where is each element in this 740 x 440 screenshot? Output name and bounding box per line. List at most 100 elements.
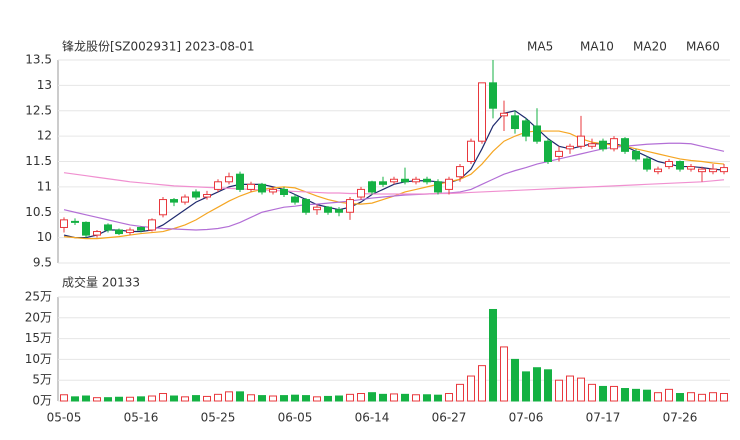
volume-bar (720, 393, 728, 402)
candle-body (390, 178, 398, 183)
candle-body (115, 229, 123, 235)
volume-bar (71, 396, 79, 402)
candle-body (489, 82, 497, 109)
candle-body (335, 209, 343, 213)
candle-body (445, 178, 453, 190)
candle-body (434, 181, 442, 193)
candle-body (423, 178, 431, 183)
volume-bar (467, 375, 475, 402)
volume-bar (148, 395, 156, 402)
ma-line (63, 110, 725, 239)
candle-body (720, 167, 728, 173)
volume-bar (555, 379, 563, 402)
candle-body (137, 226, 145, 231)
volume-bar (478, 365, 486, 402)
x-tick-label: 05-16 (124, 411, 159, 425)
x-tick-label: 05-25 (201, 411, 236, 425)
candle-body (203, 193, 211, 198)
volume-bar (181, 396, 189, 402)
volume-bar (225, 391, 233, 402)
candle-body (236, 173, 244, 190)
volume-bar (137, 396, 145, 402)
candle-body (93, 231, 101, 236)
volume-bar (423, 394, 431, 402)
volume-bar (445, 393, 453, 402)
volume-title: 成交量 20133 (62, 275, 140, 290)
volume-bar (170, 395, 178, 402)
volume-bar (643, 389, 651, 402)
candle-body (368, 181, 376, 193)
candle-body (126, 229, 134, 234)
volume-bar (60, 394, 68, 402)
y-tick-label: 25万 (25, 290, 52, 304)
y-tick-label: 0万 (32, 394, 52, 408)
volume-bar (236, 391, 244, 402)
volume-bar (621, 388, 629, 402)
legend-entry: MA60 (686, 40, 720, 54)
candle-body (148, 219, 156, 231)
y-tick-label: 13 (37, 78, 52, 92)
volume-bar (104, 397, 112, 402)
x-tick-label: 07-17 (586, 411, 621, 425)
volume-bar (665, 388, 673, 402)
volume-bar (115, 396, 123, 402)
candle-body (181, 196, 189, 203)
y-tick-label: 12 (37, 129, 52, 143)
volume-bar (654, 392, 662, 402)
volume-bar (511, 358, 519, 402)
volume-bar (159, 393, 167, 402)
candle-body (269, 188, 277, 193)
candle-body (346, 199, 354, 213)
volume-bar (632, 388, 640, 402)
x-tick-label: 07-26 (663, 411, 698, 425)
candle-body (159, 199, 167, 216)
candle-body (170, 199, 178, 203)
x-tick-label: 06-27 (432, 411, 467, 425)
candle-body (214, 181, 222, 190)
volume-bar (247, 394, 255, 402)
volume-bar (291, 394, 299, 402)
volume-bar (269, 395, 277, 402)
candle-body (258, 183, 266, 193)
candle-body (467, 140, 475, 162)
candle-body (511, 115, 519, 130)
candle-body (192, 191, 200, 198)
candle-body (577, 135, 585, 147)
y-tick-label: 10万 (25, 352, 52, 366)
candle-body (544, 140, 552, 162)
candle-body (478, 82, 486, 142)
y-tick-label: 13.5 (25, 53, 52, 67)
volume-bar (280, 395, 288, 402)
candle-body (280, 188, 288, 195)
candle-body (533, 125, 541, 142)
volume-bar (203, 395, 211, 402)
y-tick-label: 11.5 (25, 154, 52, 168)
x-tick-label: 06-05 (278, 411, 313, 425)
volume-bar (588, 383, 596, 402)
candle-body (698, 168, 706, 173)
volume-bar (335, 395, 343, 402)
candle-body (324, 206, 332, 213)
volume-bar (434, 394, 442, 402)
candle-body (599, 140, 607, 150)
candle-body (456, 166, 464, 178)
x-tick-label: 05-05 (47, 411, 82, 425)
volume-bar (214, 393, 222, 402)
volume-bar (533, 367, 541, 402)
volume-bar (500, 346, 508, 402)
candle-body (709, 168, 717, 173)
candle-body (588, 143, 596, 147)
volume-bar (709, 392, 717, 402)
chart-title: 锋龙股份[SZ002931] 2023-08-01 (62, 40, 255, 54)
volume-bar (82, 395, 90, 402)
volume-bar (258, 395, 266, 402)
legend-entry: MA20 (633, 40, 667, 54)
legend-entry: MA5 (527, 40, 553, 54)
candle-body (104, 224, 112, 231)
volume-bar (544, 369, 552, 402)
volume-bar (698, 393, 706, 402)
candle-body (313, 206, 321, 211)
volume-bar (93, 397, 101, 402)
candle-body (610, 138, 618, 150)
